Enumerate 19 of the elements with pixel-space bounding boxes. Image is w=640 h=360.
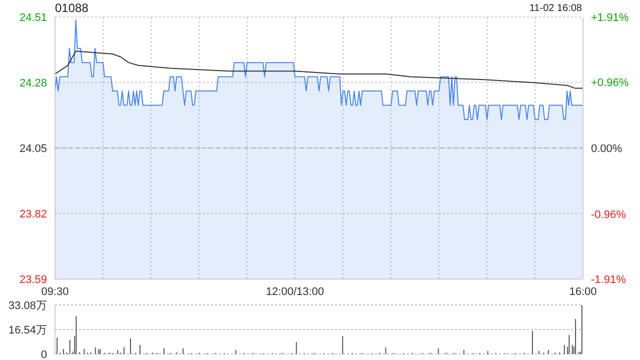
x-tick-label: 09:30 [41, 286, 69, 298]
y2-tick-label: -0.96% [591, 208, 626, 221]
y-tick-label: 16.54万 [8, 324, 47, 336]
y2-tick-label: +0.96% [591, 77, 629, 90]
y-tick-label: 0 [40, 348, 47, 360]
y-tick-label: 24.05 [19, 143, 47, 155]
y-tick-label: 23.82 [19, 208, 47, 220]
y2-tick-label: -1.91% [591, 274, 626, 286]
y-tick-label: 24.51 [19, 12, 47, 24]
chart-title: 01088 [55, 1, 88, 15]
y2-tick-label: 0.00% [591, 143, 622, 155]
y-tick-label: 24.28 [19, 78, 47, 90]
line-series [55, 50, 583, 89]
y-tick-label: 33.08万 [8, 300, 47, 312]
y2-tick-label: +1.91% [591, 12, 629, 24]
y-tick-label: 23.59 [19, 274, 47, 286]
text: 11-02 16:08 [529, 3, 582, 14]
x-tick-label: 12:00/13:00 [266, 286, 324, 298]
x-tick-label: 16:00 [569, 286, 597, 298]
